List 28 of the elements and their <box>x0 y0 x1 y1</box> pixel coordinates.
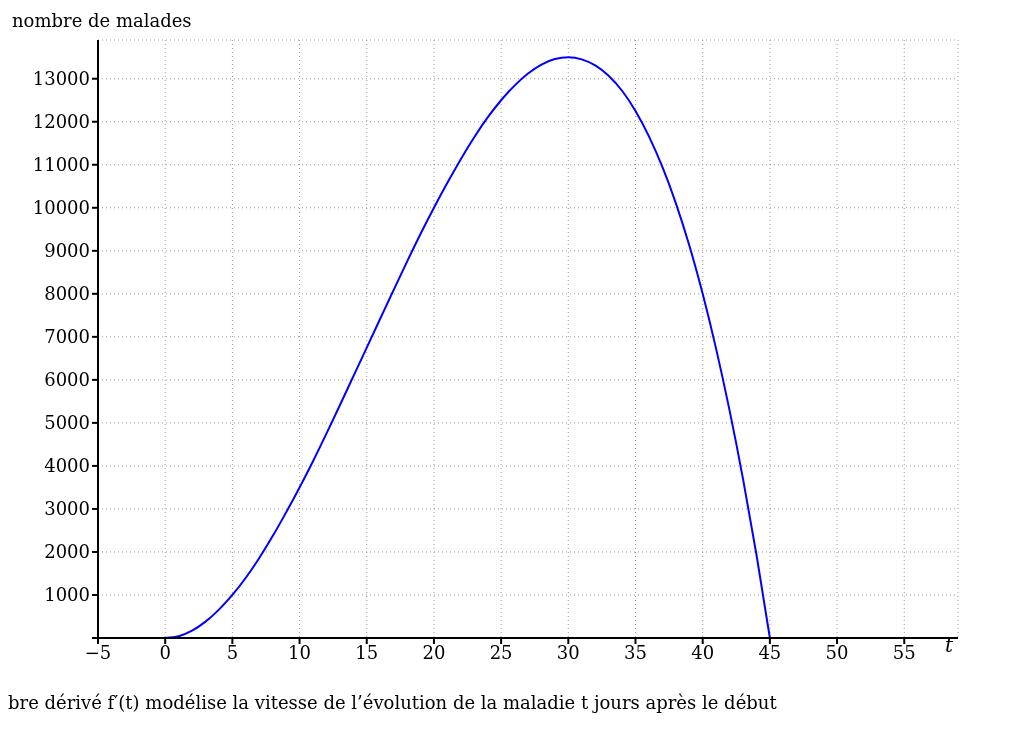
x-tick-label: 10 <box>288 641 312 663</box>
y-tick-label: 5000 <box>44 412 90 434</box>
x-tick-label: 50 <box>825 641 849 663</box>
x-tick-label: 15 <box>355 641 379 663</box>
x-tick-label: 40 <box>691 641 715 663</box>
x-tick-label: 35 <box>624 641 647 663</box>
y-tick-label: 6000 <box>44 369 90 391</box>
x-tick-label: 55 <box>892 641 916 663</box>
y-tick-label: 13000 <box>32 68 90 90</box>
x-tick-label: 45 <box>758 641 782 663</box>
x-tick-label: 20 <box>422 641 446 663</box>
y-axis-title: nombre de malades <box>12 10 192 31</box>
x-tick-label: 30 <box>556 641 580 663</box>
y-tick-label: 12000 <box>32 111 90 133</box>
y-tick-label: 1000 <box>44 584 90 606</box>
y-tick-label: 3000 <box>44 498 90 520</box>
y-tick-label: 2000 <box>44 541 90 563</box>
y-tick-label: 7000 <box>44 326 90 348</box>
x-tick-label: 0 <box>159 641 171 663</box>
y-tick-label: 4000 <box>44 455 90 477</box>
text: bre dérivé f′(t) modélise la vitesse de l’évolution de la maladie t jours après le début <box>8 692 778 713</box>
y-tick-label: 9000 <box>44 240 90 262</box>
y-tick-label: 8000 <box>44 283 90 305</box>
y-tick-label: 11000 <box>32 154 90 176</box>
x-tick-label: 5 <box>226 641 239 663</box>
y-tick-label: 10000 <box>32 197 90 219</box>
x-tick-label: −5 <box>84 641 112 663</box>
x-tick-label: 25 <box>489 641 513 663</box>
